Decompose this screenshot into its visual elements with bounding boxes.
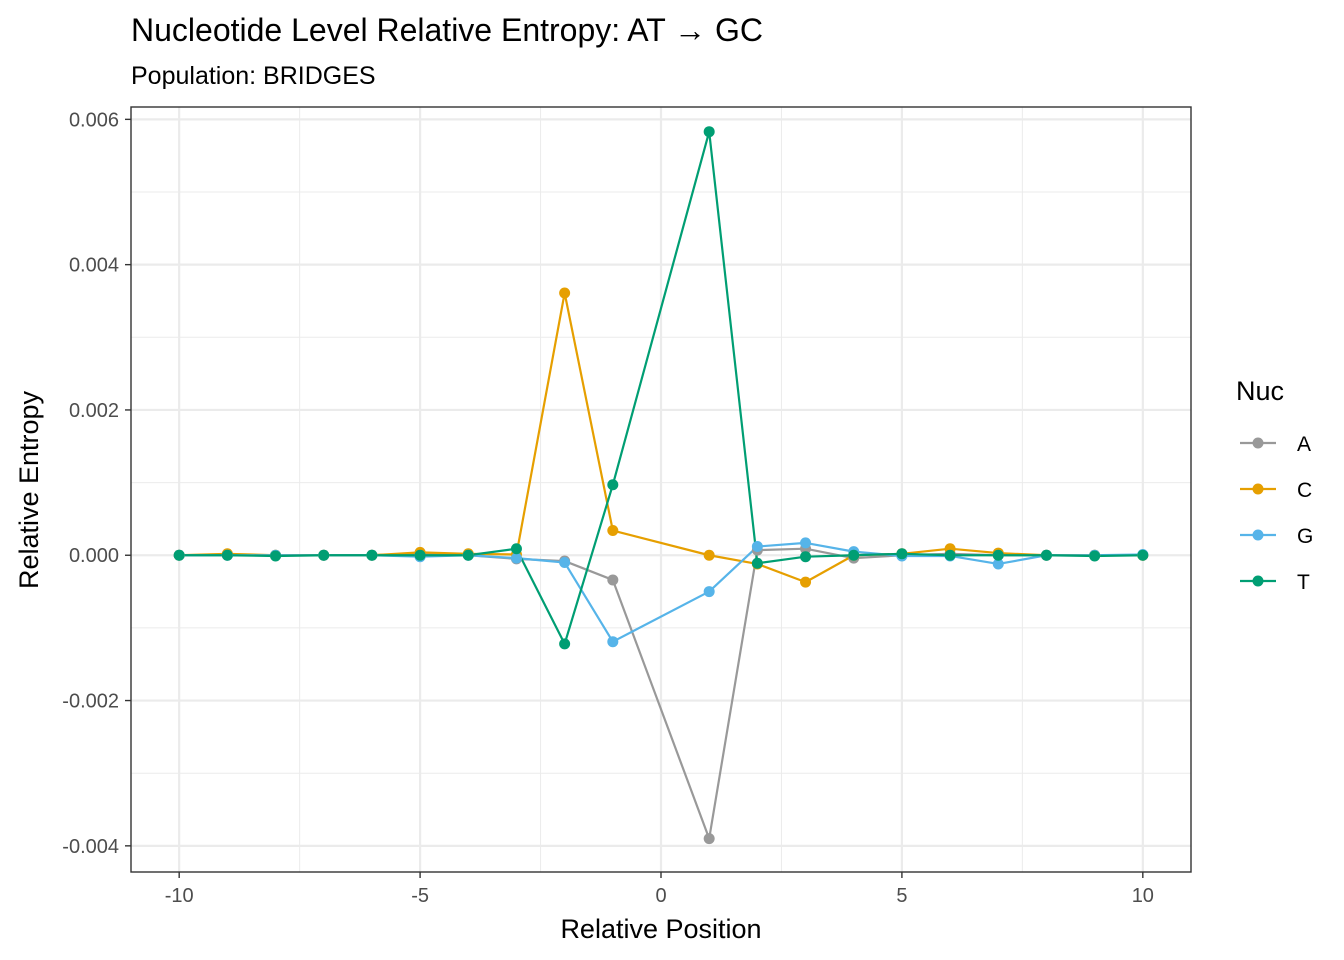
data-point-T: [559, 638, 571, 650]
data-point-A: [607, 574, 619, 586]
data-point-T: [800, 551, 812, 563]
y-tick-label: 0.004: [69, 255, 119, 277]
legend-label-C: C: [1297, 479, 1312, 502]
data-point-T: [1137, 549, 1149, 561]
x-tick-label: -10: [165, 885, 194, 907]
y-tick-label: 0.006: [69, 109, 119, 131]
data-point-C: [559, 287, 571, 299]
data-point-G: [751, 541, 763, 553]
data-point-G: [800, 537, 812, 549]
legend-key-point-A: [1252, 437, 1264, 449]
chart-subtitle: Population: BRIDGES: [131, 62, 376, 90]
x-tick-label: 10: [1132, 885, 1154, 907]
data-point-C: [703, 549, 715, 561]
data-point-T: [221, 549, 233, 561]
data-point-T: [1089, 550, 1101, 562]
data-point-T: [510, 543, 522, 555]
legend-label-G: G: [1297, 525, 1313, 548]
legend-title: Nuc: [1236, 376, 1284, 406]
x-tick-label: 5: [896, 885, 907, 907]
legend-key-point-C: [1252, 483, 1264, 495]
data-point-T: [992, 549, 1004, 561]
y-axis: -0.004 -0.002 0.000 0.002 0.004 0.006: [62, 109, 131, 858]
data-point-C: [800, 576, 812, 588]
x-tick-label: -5: [411, 885, 429, 907]
y-tick-label: -0.004: [62, 836, 119, 858]
y-tick-label: -0.002: [62, 691, 119, 713]
data-point-A: [703, 833, 715, 845]
series-layer: [173, 126, 1149, 845]
data-point-T: [366, 549, 378, 561]
data-point-G: [703, 586, 715, 598]
data-point-T: [414, 549, 426, 561]
series-line-T: [179, 130, 1143, 645]
data-point-T: [703, 126, 715, 138]
data-point-G: [992, 558, 1004, 570]
grid-major: [131, 107, 1191, 872]
data-point-T: [1040, 549, 1052, 561]
data-point-T: [607, 479, 619, 491]
data-point-T: [896, 548, 908, 560]
data-point-T: [944, 549, 956, 561]
data-point-G: [607, 636, 619, 648]
data-point-T: [270, 550, 282, 562]
data-point-G: [510, 552, 522, 564]
x-axis-title: Relative Position: [560, 914, 761, 944]
legend-label-A: A: [1297, 433, 1311, 456]
data-point-T: [848, 549, 860, 561]
y-axis-title: Relative Entropy: [14, 390, 44, 589]
data-point-T: [173, 549, 185, 561]
data-point-T: [462, 549, 474, 561]
chart-title: Nucleotide Level Relative Entropy: AT → …: [131, 12, 763, 48]
legend-key-point-G: [1252, 529, 1264, 541]
x-tick-label: 0: [655, 885, 666, 907]
legend-key-point-T: [1252, 575, 1264, 587]
data-point-C: [607, 525, 619, 537]
data-point-T: [318, 549, 330, 561]
legend-label-T: T: [1297, 571, 1310, 594]
data-point-G: [559, 557, 571, 569]
x-axis: -10 -5 0 5 10: [165, 872, 1154, 907]
y-tick-label: 0.002: [69, 400, 119, 422]
data-point-T: [751, 557, 763, 569]
y-tick-label: 0.000: [69, 545, 119, 567]
